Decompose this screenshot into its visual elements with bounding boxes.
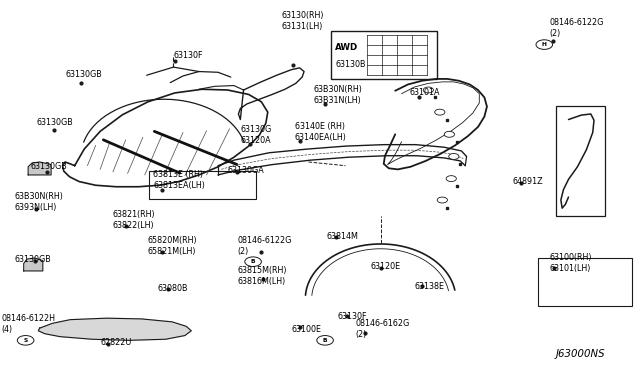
Circle shape <box>17 336 34 345</box>
Polygon shape <box>28 162 51 175</box>
Text: B: B <box>323 338 327 343</box>
Text: 63100(RH)
63101(LH): 63100(RH) 63101(LH) <box>549 253 592 273</box>
Circle shape <box>446 176 456 182</box>
Text: 63130F: 63130F <box>173 51 203 61</box>
Circle shape <box>423 87 433 93</box>
Bar <box>556 106 605 215</box>
Circle shape <box>435 109 445 115</box>
Text: 63821(RH)
63822(LH): 63821(RH) 63822(LH) <box>113 210 156 230</box>
Text: 63B30N(RH)
63B31N(LH): 63B30N(RH) 63B31N(LH) <box>314 85 362 105</box>
Text: H: H <box>542 42 547 47</box>
Text: J63000NS: J63000NS <box>556 349 605 359</box>
Polygon shape <box>24 258 43 271</box>
Text: 08146-6122G
(2): 08146-6122G (2) <box>549 18 604 38</box>
Text: 63130G
63120A: 63130G 63120A <box>241 125 271 145</box>
Text: 63120E: 63120E <box>371 262 401 271</box>
Text: 63100E: 63100E <box>291 325 321 334</box>
Text: 63080B: 63080B <box>157 284 188 293</box>
Text: 63130GB: 63130GB <box>65 70 102 79</box>
Circle shape <box>317 336 333 345</box>
Text: 64891Z: 64891Z <box>513 177 543 186</box>
Circle shape <box>449 154 459 160</box>
Text: 08146-6162G
(2): 08146-6162G (2) <box>355 319 410 339</box>
Polygon shape <box>38 318 191 340</box>
Text: S: S <box>24 338 28 343</box>
Text: 63101A: 63101A <box>409 89 440 97</box>
Text: 08146-6122H
(4): 08146-6122H (4) <box>1 314 56 334</box>
Text: 65820M(RH)
65821M(LH): 65820M(RH) 65821M(LH) <box>148 236 198 256</box>
Text: 63814M: 63814M <box>326 232 358 241</box>
Text: 63130F: 63130F <box>338 312 367 321</box>
Text: 63130(RH)
63131(LH): 63130(RH) 63131(LH) <box>282 11 324 31</box>
Text: 63138E: 63138E <box>414 282 444 291</box>
Text: 63815M(RH)
63816M(LH): 63815M(RH) 63816M(LH) <box>237 266 287 286</box>
Circle shape <box>437 197 447 203</box>
Text: 63813E (RH)
63813EA(LH): 63813E (RH) 63813EA(LH) <box>153 170 205 190</box>
Circle shape <box>245 257 261 266</box>
Text: 63130GB: 63130GB <box>30 162 67 171</box>
Circle shape <box>536 40 552 49</box>
Text: AWD: AWD <box>335 43 358 52</box>
Text: 08146-6122G
(2): 08146-6122G (2) <box>237 236 292 256</box>
Text: 63130B: 63130B <box>335 60 366 69</box>
Bar <box>332 31 436 79</box>
Text: 62822U: 62822U <box>100 338 132 347</box>
Circle shape <box>444 131 454 137</box>
Text: B: B <box>251 259 255 264</box>
Text: 63140E (RH)
63140EA(LH): 63140E (RH) 63140EA(LH) <box>294 122 346 142</box>
Text: 63130GA: 63130GA <box>228 166 264 175</box>
Bar <box>149 171 256 199</box>
Bar <box>538 258 632 306</box>
Text: 63130GB: 63130GB <box>14 254 51 263</box>
Text: 63B30N(RH)
6393N(LH): 63B30N(RH) 6393N(LH) <box>14 192 63 212</box>
Text: 63130GB: 63130GB <box>36 118 73 127</box>
